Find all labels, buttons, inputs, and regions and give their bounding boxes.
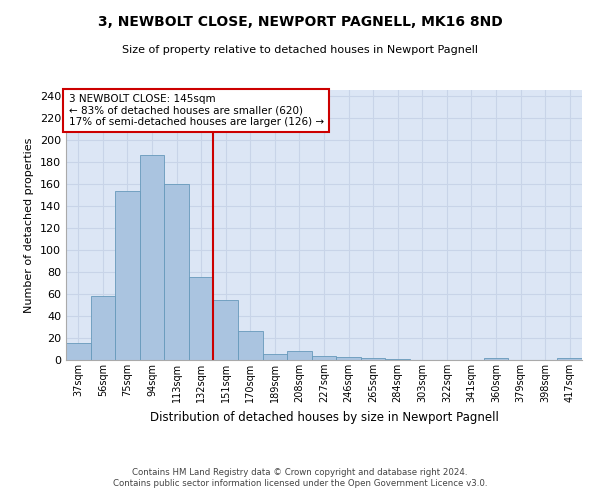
Bar <box>214 300 238 360</box>
Text: Size of property relative to detached houses in Newport Pagnell: Size of property relative to detached ho… <box>122 45 478 55</box>
Bar <box>91 296 115 360</box>
Bar <box>140 155 164 360</box>
Text: Contains HM Land Registry data © Crown copyright and database right 2024.
Contai: Contains HM Land Registry data © Crown c… <box>113 468 487 487</box>
Bar <box>238 332 263 360</box>
Bar <box>189 278 214 360</box>
Text: 3, NEWBOLT CLOSE, NEWPORT PAGNELL, MK16 8ND: 3, NEWBOLT CLOSE, NEWPORT PAGNELL, MK16 … <box>98 15 502 29</box>
Bar <box>287 351 312 360</box>
Text: 3 NEWBOLT CLOSE: 145sqm
← 83% of detached houses are smaller (620)
17% of semi-d: 3 NEWBOLT CLOSE: 145sqm ← 83% of detache… <box>68 94 324 127</box>
Bar <box>115 192 140 360</box>
Bar <box>336 356 361 360</box>
Bar <box>164 184 189 360</box>
Bar <box>66 344 91 360</box>
Y-axis label: Number of detached properties: Number of detached properties <box>25 138 34 312</box>
Bar <box>484 358 508 360</box>
Bar <box>557 358 582 360</box>
X-axis label: Distribution of detached houses by size in Newport Pagnell: Distribution of detached houses by size … <box>149 410 499 424</box>
Bar <box>263 354 287 360</box>
Bar <box>385 359 410 360</box>
Bar <box>361 358 385 360</box>
Bar <box>312 356 336 360</box>
